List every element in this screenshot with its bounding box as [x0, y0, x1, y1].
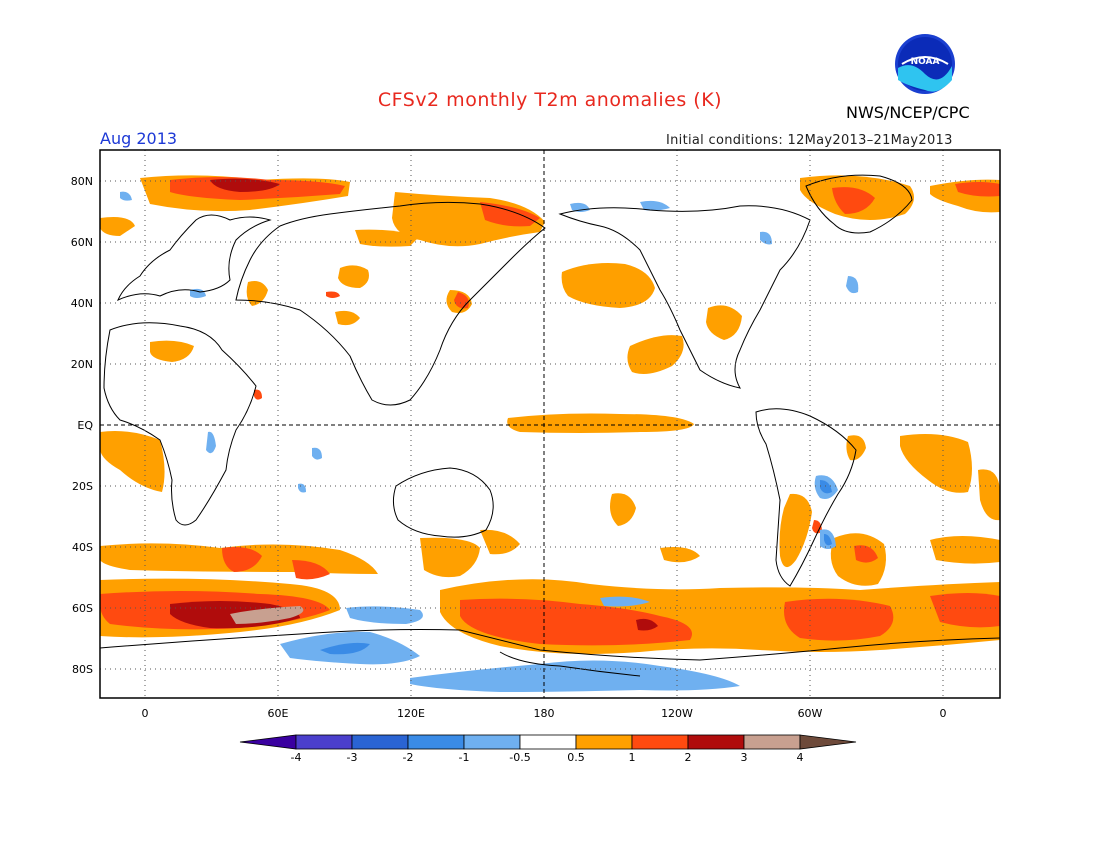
lon-label-60w: 60W [798, 707, 823, 720]
lat-label-20s: 20S [72, 480, 93, 493]
colorbar-tick-label: -2 [403, 751, 414, 764]
lat-label-60n: 60N [71, 236, 93, 249]
lon-label-120e: 120E [397, 707, 425, 720]
lon-label-0-east: 0 [940, 707, 947, 720]
colorbar-arrow-right [799, 734, 857, 750]
lon-label-0-west: 0 [142, 707, 149, 720]
lon-label-180: 180 [534, 707, 555, 720]
colorbar-swatch [351, 734, 409, 750]
longitude-labels: 0 60E 120E 180 120W 60W 0 [142, 707, 947, 720]
colorbar-swatch [575, 734, 633, 750]
colorbar-swatch [407, 734, 465, 750]
colorbar-tick-label: -3 [347, 751, 358, 764]
colorbar-tick-label: -4 [291, 751, 302, 764]
colorbar-swatch [519, 734, 577, 750]
colorbar: -4 -3 -2 -1 -0.5 0.5 1 2 3 4 [239, 734, 857, 764]
noaa-logo: NOAA [895, 34, 955, 94]
colorbar-swatch [743, 734, 801, 750]
valid-time-label: Aug 2013 [100, 129, 178, 148]
agency-label: NWS/NCEP/CPC [846, 103, 970, 122]
lon-label-60e: 60E [268, 707, 289, 720]
colorbar-tick-label: 2 [685, 751, 692, 764]
lon-label-120w: 120W [661, 707, 693, 720]
graticule [100, 150, 1000, 698]
colorbar-swatch [463, 734, 521, 750]
colorbar-swatch [687, 734, 745, 750]
lat-label-60s: 60S [72, 602, 93, 615]
colorbar-tick-label: 3 [741, 751, 748, 764]
colorbar-tick-label: -1 [459, 751, 470, 764]
lat-label-40n: 40N [71, 297, 93, 310]
noaa-logo-text: NOAA [911, 57, 940, 67]
map-title: CFSv2 monthly T2m anomalies (K) [377, 89, 723, 111]
equator-and-dateline [100, 150, 1000, 698]
colorbar-tick-label: 1 [629, 751, 636, 764]
colorbar-tick-label: 4 [797, 751, 804, 764]
cold-anomaly-strong-regions [320, 480, 832, 655]
coastlines [99, 174, 1001, 677]
colorbar-arrow-left [239, 734, 297, 750]
colorbar-swatch [295, 734, 353, 750]
colorbar-swatch [631, 734, 689, 750]
colorbar-tick-label: -0.5 [509, 751, 530, 764]
colorbar-tick-label: 0.5 [567, 751, 585, 764]
map-frame [99, 149, 1001, 699]
warm-anomaly-extreme-regions [230, 606, 304, 624]
lat-label-80n: 80N [71, 175, 93, 188]
latitude-labels: 80N 60N 40N 20N EQ 20S 40S 60S 80S [71, 175, 94, 676]
lat-label-eq: EQ [77, 419, 93, 432]
map-plot-area [99, 149, 1001, 699]
lat-label-40s: 40S [72, 541, 93, 554]
lat-label-80s: 80S [72, 663, 93, 676]
lat-label-20n: 20N [71, 358, 93, 371]
initial-conditions-label: Initial conditions: 12May2013–21May2013 [666, 133, 953, 148]
